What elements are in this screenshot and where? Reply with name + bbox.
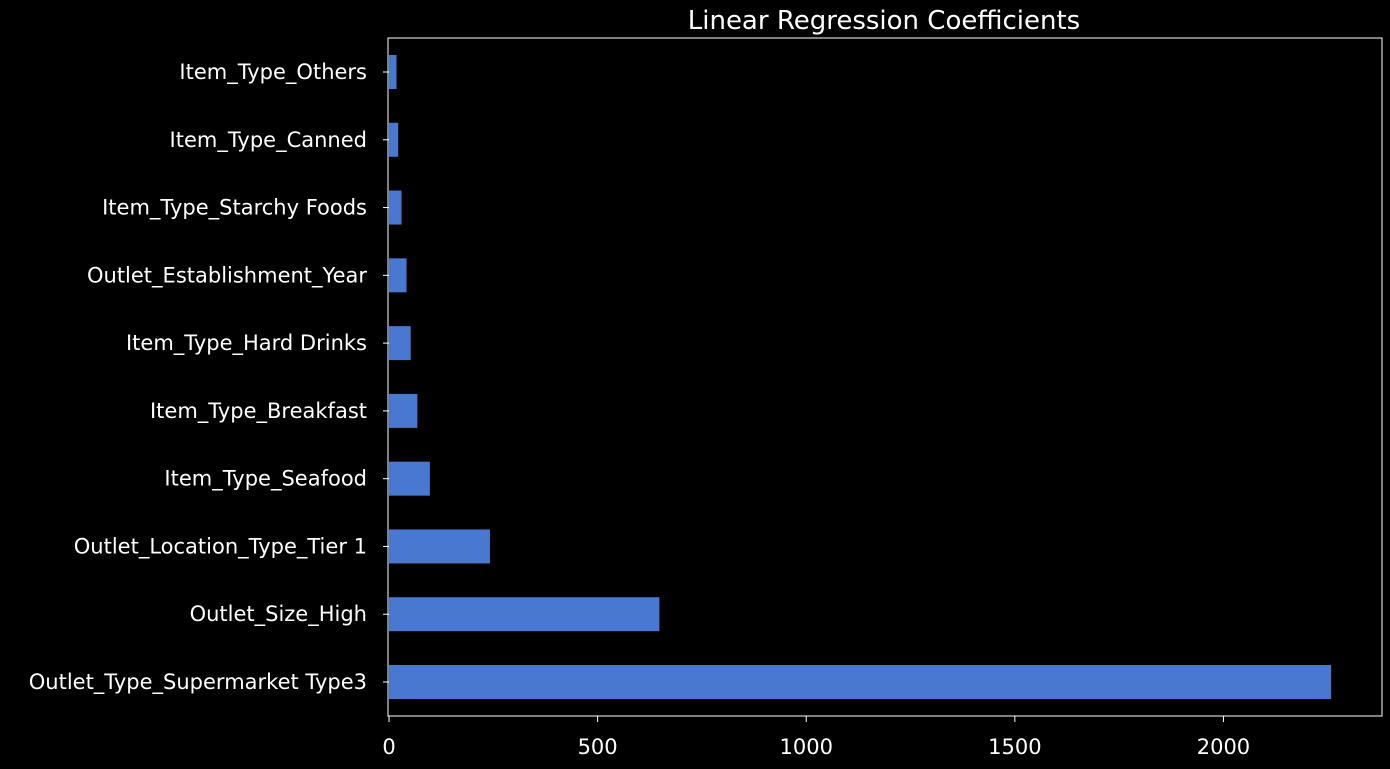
x-tick-label: 2000 <box>1197 735 1250 759</box>
bar <box>389 461 430 496</box>
x-tick-label: 1500 <box>988 735 1041 759</box>
y-tick-labels: Item_Type_Others Item_Type_Canned Item_Typ… <box>29 60 389 695</box>
bar <box>389 55 397 89</box>
y-tick-label: Item_Type_Hard Drinks <box>126 331 367 356</box>
y-tick-label: Outlet_Establishment_Year <box>87 263 367 288</box>
bar <box>389 122 399 157</box>
bar <box>389 258 407 293</box>
y-tick-label: Item_Type_Canned <box>170 128 367 153</box>
y-tick-label: Outlet_Size_High <box>190 602 367 627</box>
x-tick-label: 1000 <box>780 735 833 759</box>
bar <box>389 393 418 428</box>
plot-area-frame <box>387 37 1383 717</box>
x-tick-label: 0 <box>382 735 395 759</box>
bars-layer <box>389 55 1332 699</box>
bar <box>389 597 660 632</box>
bar <box>389 529 490 564</box>
y-tick-label: Item_Type_Seafood <box>164 467 367 492</box>
y-tick-label: Item_Type_Breakfast <box>150 399 367 424</box>
y-tick-label: Item_Type_Others <box>179 60 367 85</box>
chart-title: Linear Regression Coefficients <box>688 6 1080 36</box>
y-tick-label: Outlet_Type_Supermarket Type3 <box>29 670 367 695</box>
bar <box>389 326 411 361</box>
x-tick-label: 500 <box>578 735 618 759</box>
y-tick-label: Outlet_Location_Type_Tier 1 <box>74 534 367 559</box>
bar <box>389 190 402 225</box>
x-axis-ticks: 0 500 1000 1500 2000 <box>382 716 1250 759</box>
y-tick-label: Item_Type_Starchy Foods <box>102 196 367 221</box>
bar <box>389 665 1332 699</box>
